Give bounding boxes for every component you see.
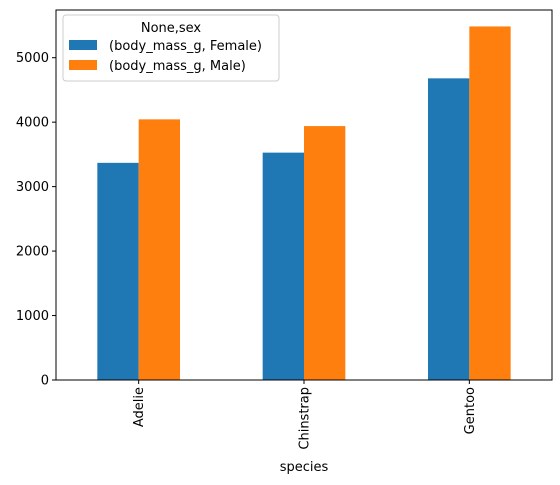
legend: None,sex (body_mass_g, Female)(body_mass…: [62, 14, 280, 82]
legend-entry-label: (body_mass_g, Female): [109, 39, 262, 54]
y-axis: 0 1000 2000 3000 4000 5000: [16, 51, 56, 389]
y-tick-label: 2000: [16, 245, 49, 260]
y-tick-label: 0: [41, 374, 49, 389]
legend-title: None,sex: [141, 21, 202, 36]
bars-layer: [97, 26, 511, 381]
legend-entries: (body_mass_g, Female) (body_mass_g, Male): [69, 39, 262, 74]
y-tick-label: 4000: [16, 116, 49, 131]
bar-adelie-female: [97, 162, 139, 380]
y-tick-label: 1000: [16, 309, 49, 324]
legend-swatch: [69, 60, 97, 70]
x-axis-title: species: [280, 460, 329, 475]
y-tick-label: 5000: [16, 51, 49, 66]
y-tick-label: 3000: [16, 180, 49, 195]
bar-chinstrap-male: [304, 126, 346, 380]
plot-frame: [55, 9, 553, 381]
bar-adelie-male: [138, 119, 180, 381]
legend-entry-label: (body_mass_g, Male): [109, 59, 246, 74]
x-tick-label-adelie: Adelie: [132, 387, 147, 427]
x-axis: Adelie Chinstrap Gentoo: [132, 380, 478, 450]
bar-gentoo-female: [428, 78, 470, 380]
x-tick-label-chinstrap: Chinstrap: [298, 387, 313, 450]
x-tick-label-gentoo: Gentoo: [463, 387, 478, 434]
legend-swatch: [69, 40, 97, 50]
legend-box: [62, 14, 280, 82]
bar-chinstrap-female: [262, 152, 304, 380]
bar-gentoo-male: [469, 26, 511, 381]
